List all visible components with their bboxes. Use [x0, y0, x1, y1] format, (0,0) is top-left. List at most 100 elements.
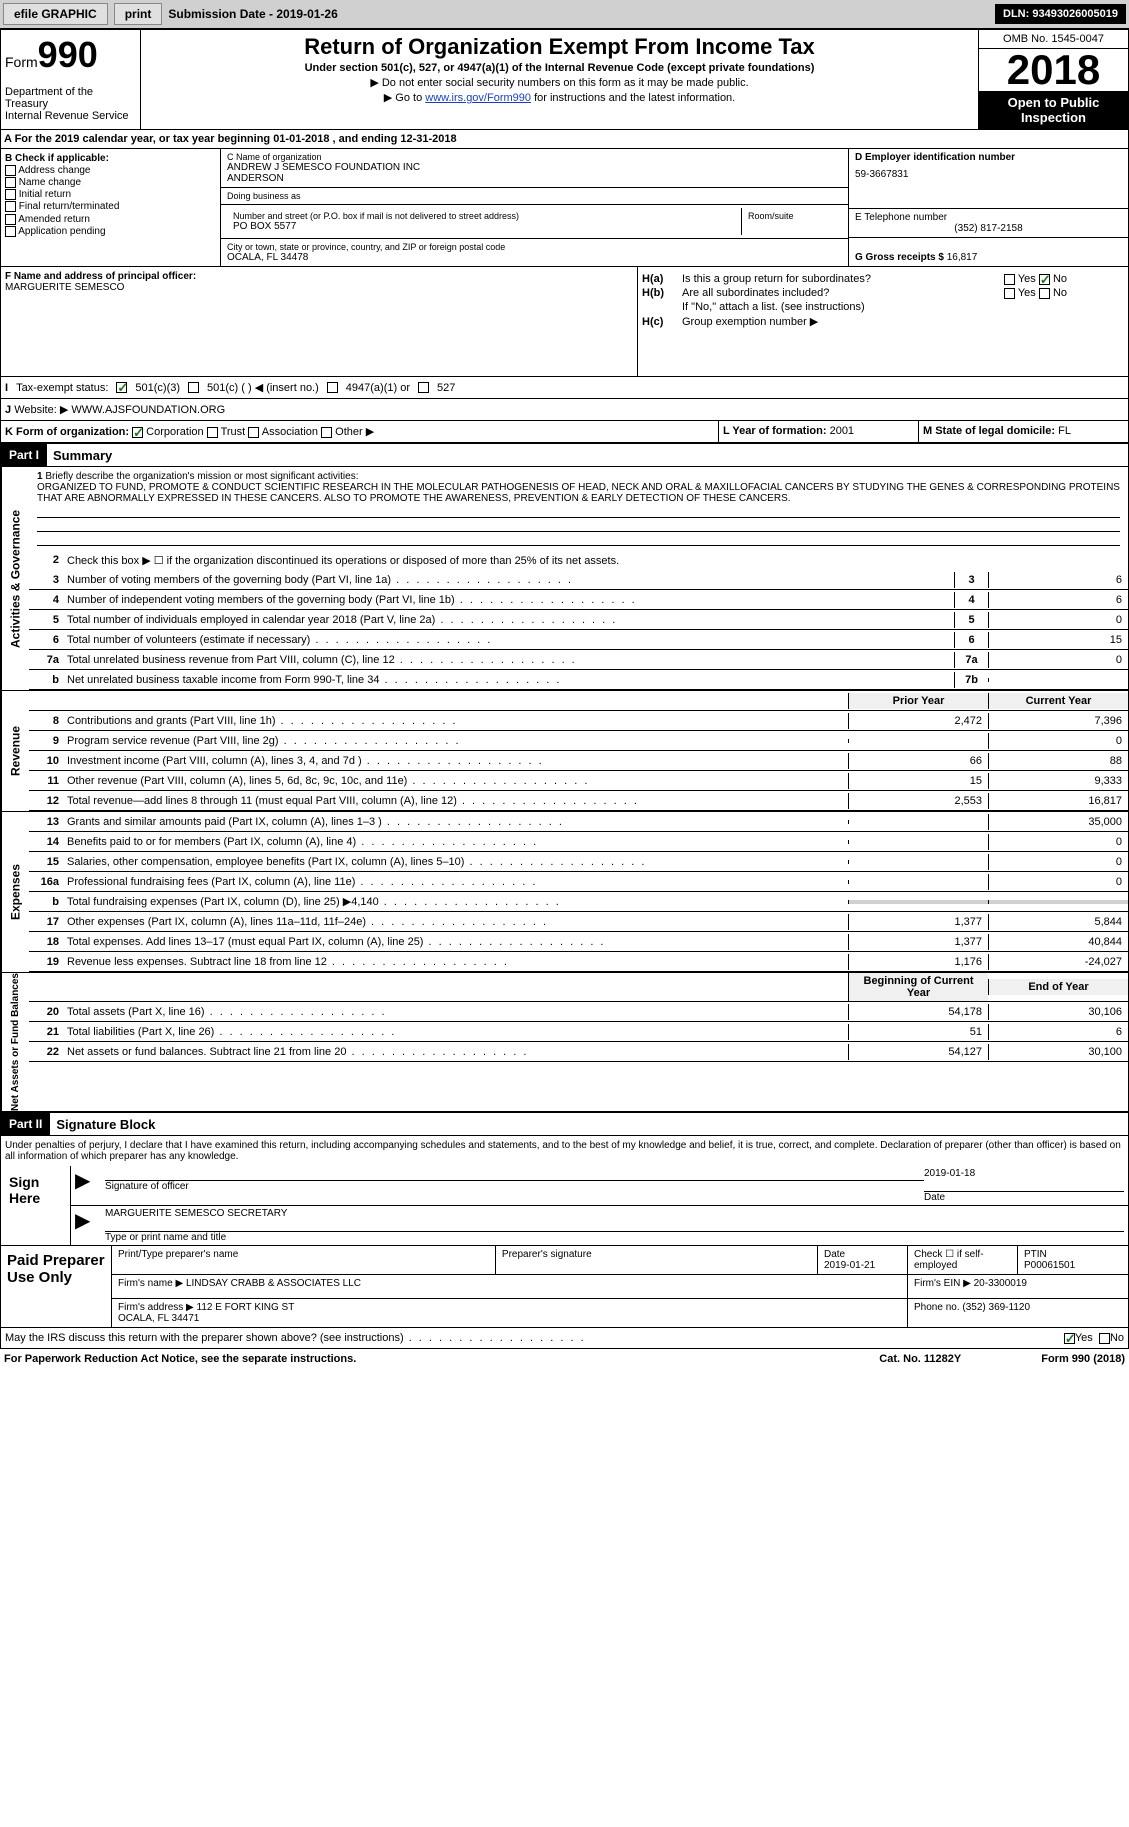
- b-check[interactable]: [5, 226, 16, 237]
- b-check[interactable]: [5, 189, 16, 200]
- sig-date: 2019-01-18: [924, 1168, 975, 1179]
- dyes: Yes: [1075, 1332, 1093, 1344]
- discuss-row: May the IRS discuss this return with the…: [0, 1328, 1129, 1349]
- prior-val: 54,127: [848, 1044, 988, 1060]
- line-text: Other expenses (Part IX, column (A), lin…: [63, 914, 848, 930]
- b-check[interactable]: [5, 214, 16, 225]
- paperwork: For Paperwork Reduction Act Notice, see …: [4, 1353, 879, 1365]
- inspection: Open to Public Inspection: [979, 91, 1128, 129]
- curr-val: 6: [988, 1024, 1128, 1040]
- discuss-yes[interactable]: [1064, 1333, 1075, 1344]
- ein: 59-3667831: [855, 169, 1122, 180]
- ha-yes[interactable]: [1004, 274, 1015, 285]
- m-lbl: M State of legal domicile:: [923, 425, 1055, 437]
- arrow1: ▶ Do not enter social security numbers o…: [145, 76, 974, 89]
- efile-button[interactable]: efile GRAPHIC: [3, 3, 108, 25]
- curr-val: 88: [988, 753, 1128, 769]
- l-lbl: L Year of formation:: [723, 425, 827, 437]
- line-val: 6: [988, 572, 1128, 588]
- phone: (352) 817-2158: [855, 223, 1122, 234]
- 501c-check[interactable]: [188, 382, 199, 393]
- k-lbl: K Form of organization:: [5, 426, 129, 438]
- line-text: Total fundraising expenses (Part IX, col…: [63, 893, 848, 910]
- vtab-net: Net Assets or Fund Balances: [1, 973, 29, 1111]
- curr-val: 0: [988, 854, 1128, 870]
- i-txt: Tax-exempt status:: [16, 382, 108, 394]
- hb-yes[interactable]: [1004, 288, 1015, 299]
- opt-other: Other ▶: [335, 426, 374, 438]
- prior-val: 1,377: [848, 914, 988, 930]
- section-bcd: B Check if applicable: Address change Na…: [0, 149, 1129, 267]
- curr-val: 9,333: [988, 773, 1128, 789]
- ha-no[interactable]: [1039, 274, 1050, 285]
- dba-lbl: Doing business as: [227, 191, 842, 201]
- line-text: Total number of volunteers (estimate if …: [63, 632, 954, 648]
- m-val: FL: [1058, 425, 1071, 437]
- line-text: Total assets (Part X, line 16): [63, 1004, 848, 1020]
- mission-lbl: Briefly describe the organization's miss…: [45, 471, 358, 482]
- line-text: Total revenue—add lines 8 through 11 (mu…: [63, 793, 848, 809]
- prior-val: 54,178: [848, 1004, 988, 1020]
- 4947-check[interactable]: [327, 382, 338, 393]
- irs-link[interactable]: www.irs.gov/Form990: [425, 92, 531, 104]
- f-val: MARGUERITE SEMESCO: [5, 282, 124, 293]
- opt-trust: Trust: [221, 426, 246, 438]
- assoc-check[interactable]: [248, 427, 259, 438]
- other-check[interactable]: [321, 427, 332, 438]
- firm-name-lbl: Firm's name ▶: [118, 1278, 183, 1289]
- form-word: Form: [5, 54, 38, 70]
- no-lbl2: No: [1053, 287, 1067, 299]
- line-text: Revenue less expenses. Subtract line 18 …: [63, 954, 848, 970]
- ha-txt: Is this a group return for subordinates?: [682, 273, 1004, 285]
- line-text: Program service revenue (Part VIII, line…: [63, 733, 848, 749]
- b-title: B Check if applicable:: [5, 153, 216, 164]
- row-fh: F Name and address of principal officer:…: [0, 267, 1129, 377]
- trust-check[interactable]: [207, 427, 218, 438]
- arrow2-post: for instructions and the latest informat…: [531, 92, 735, 104]
- col-d: D Employer identification number 59-3667…: [848, 149, 1128, 266]
- curr-val: 30,100: [988, 1044, 1128, 1060]
- part2-hdr: Part II: [1, 1113, 50, 1135]
- prior-val: 2,553: [848, 793, 988, 809]
- opt-corp: Corporation: [146, 426, 203, 438]
- prior-val: 15: [848, 773, 988, 789]
- netassets-section: Net Assets or Fund Balances Beginning of…: [0, 973, 1129, 1112]
- expenses-section: Expenses 13Grants and similar amounts pa…: [0, 812, 1129, 973]
- gross-lbl: G Gross receipts $: [855, 252, 944, 263]
- line-text: Total liabilities (Part X, line 26): [63, 1024, 848, 1040]
- prior-val: [848, 880, 988, 884]
- 527-check[interactable]: [418, 382, 429, 393]
- hb-lbl: H(b): [642, 287, 682, 299]
- b-check[interactable]: [5, 201, 16, 212]
- line-text: Total expenses. Add lines 13–17 (must eq…: [63, 934, 848, 950]
- name-title: MARGUERITE SEMESCO SECRETARY: [105, 1208, 287, 1219]
- pphone: (352) 369-1120: [962, 1302, 1030, 1313]
- col-c: C Name of organization ANDREW J SEMESCO …: [221, 149, 848, 266]
- hc-txt: Group exemption number ▶: [682, 315, 1124, 328]
- footer: For Paperwork Reduction Act Notice, see …: [0, 1349, 1129, 1369]
- j-txt: Website: ▶: [14, 404, 68, 416]
- opt-527: 527: [437, 382, 455, 394]
- end-hdr: End of Year: [988, 979, 1128, 995]
- 501c3-check[interactable]: [116, 382, 127, 393]
- opt-501c: 501(c) ( ) ◀ (insert no.): [207, 381, 319, 394]
- hb-no[interactable]: [1039, 288, 1050, 299]
- row-klm: K Form of organization: Corporation Trus…: [0, 421, 1129, 443]
- print-button[interactable]: print: [114, 3, 163, 25]
- addr-lbl: Number and street (or P.O. box if mail i…: [233, 211, 735, 221]
- sig-officer-lbl: Signature of officer: [105, 1180, 924, 1192]
- curr-val: 5,844: [988, 914, 1128, 930]
- arrow2: ▶ Go to www.irs.gov/Form990 for instruct…: [145, 91, 974, 104]
- b-check[interactable]: [5, 177, 16, 188]
- b-check[interactable]: [5, 165, 16, 176]
- line-text: Total unrelated business revenue from Pa…: [63, 652, 954, 668]
- paid-preparer: Paid Preparer Use Only Print/Type prepar…: [0, 1246, 1129, 1328]
- prior-val: [848, 739, 988, 743]
- discuss-no[interactable]: [1099, 1333, 1110, 1344]
- cat: Cat. No. 11282Y: [879, 1353, 961, 1365]
- prior-val: 66: [848, 753, 988, 769]
- curr-val: 7,396: [988, 713, 1128, 729]
- corp-check[interactable]: [132, 427, 143, 438]
- line-val: 6: [988, 592, 1128, 608]
- pphone-lbl: Phone no.: [914, 1302, 960, 1313]
